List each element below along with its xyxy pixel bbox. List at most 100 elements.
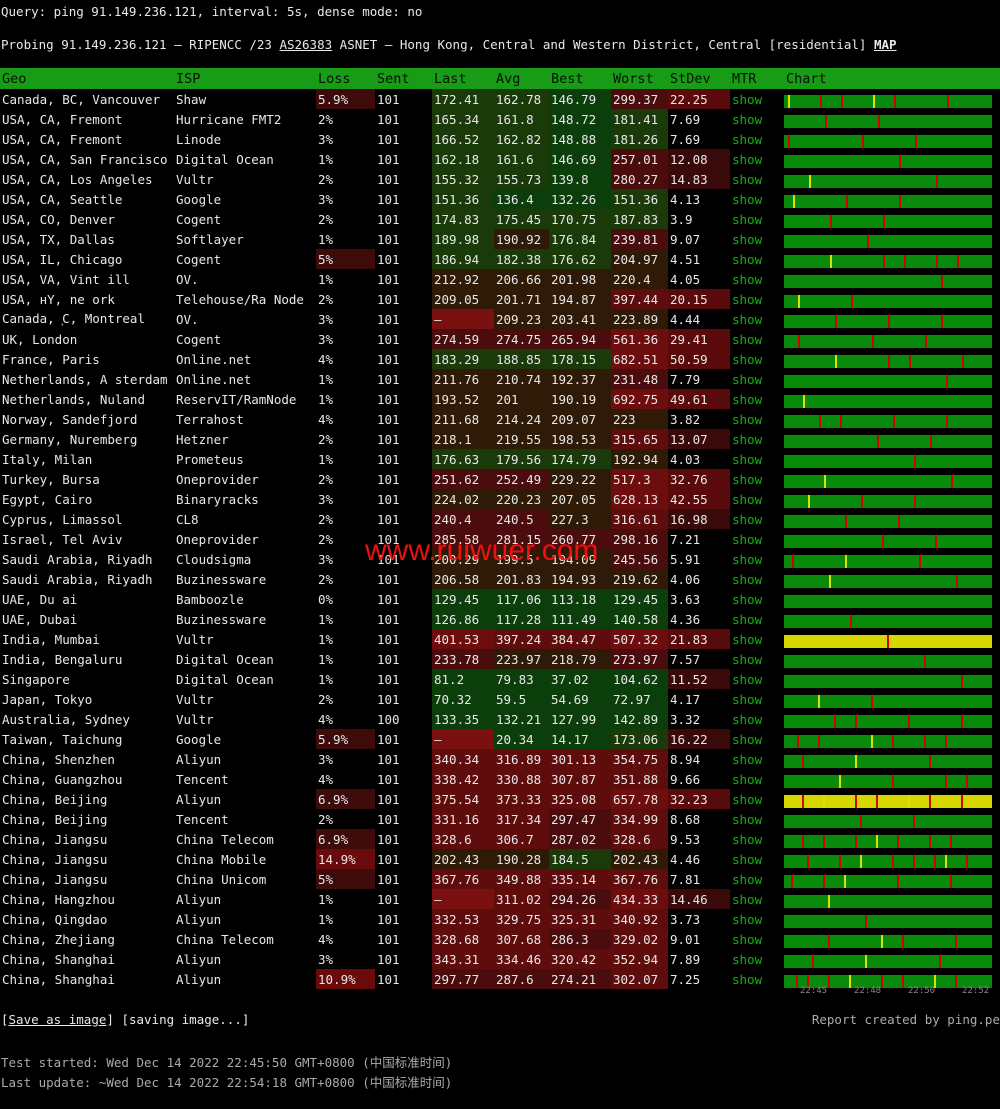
time-label: 22:45 — [800, 986, 828, 996]
cell-geo: UAE, Du ai — [2, 591, 78, 607]
mtr-show-link[interactable]: show — [732, 511, 763, 527]
cell-geo: China, Jiangsu — [2, 871, 108, 887]
cell-worst: 181.41 — [611, 109, 668, 129]
mtr-show-link[interactable]: show — [732, 831, 763, 847]
col-loss[interactable]: Loss — [316, 68, 375, 89]
loss-spike — [818, 694, 820, 708]
cell-best: 132.26 — [549, 189, 611, 209]
cell-stdev: 29.41 — [668, 329, 730, 349]
mtr-show-link[interactable]: show — [732, 591, 763, 607]
loss-spike — [830, 254, 832, 268]
mtr-show-link[interactable]: show — [732, 491, 763, 507]
mtr-show-link[interactable]: show — [732, 731, 763, 747]
mtr-show-link[interactable]: show — [732, 791, 763, 807]
chart-cell — [784, 89, 1000, 109]
col-stdev[interactable]: StDev — [668, 68, 730, 89]
asn-link[interactable]: AS26383 — [279, 37, 333, 52]
mtr-show-link[interactable]: show — [732, 571, 763, 587]
cell-stdev: 7.81 — [670, 871, 701, 887]
cell-geo: Netherlands, A sterdam — [2, 371, 168, 387]
col-mtr[interactable]: MTR — [730, 68, 784, 89]
mtr-show-link[interactable]: show — [732, 771, 763, 787]
col-last[interactable]: Last — [432, 68, 494, 89]
cell-geo: Israel, Tel Aviv — [2, 531, 123, 547]
table-header: Geo ISP Loss Sent Last Avg Best Worst StDev MTR Ch… — [0, 68, 1000, 89]
cell-stdev: 32.76 — [668, 469, 730, 489]
col-avg[interactable]: Avg — [494, 68, 549, 89]
mtr-show-link[interactable]: show — [732, 191, 763, 207]
loss-spike — [908, 714, 910, 728]
mtr-show-link[interactable]: show — [732, 371, 763, 387]
mtr-show-link[interactable]: show — [732, 451, 763, 467]
cell-avg: 162.82 — [494, 129, 549, 149]
mtr-show-link[interactable]: show — [732, 871, 763, 887]
table-row: Turkey, Bursa Oneprovider 2% 101 251.62 252.4… — [0, 469, 1000, 489]
mtr-show-link[interactable]: show — [732, 471, 763, 487]
cell-stdev: 9.66 — [670, 771, 701, 787]
loss-spike — [925, 334, 927, 348]
loss-spike — [840, 414, 842, 428]
cell-avg: 373.33 — [494, 789, 549, 809]
table-row: Germany, Nuremberg Hetzner 2% 101 218.1 219.5… — [0, 429, 1000, 449]
mtr-show-link[interactable]: show — [732, 211, 763, 227]
mtr-show-link[interactable]: show — [732, 231, 763, 247]
cell-sent: 101 — [377, 871, 400, 887]
mtr-show-link[interactable]: show — [732, 311, 763, 327]
latency-bar — [784, 414, 992, 428]
chart-cell — [784, 509, 1000, 529]
mtr-show-link[interactable]: show — [732, 91, 763, 107]
loss-spike — [796, 974, 798, 988]
mtr-show-link[interactable]: show — [732, 751, 763, 767]
mtr-show-link[interactable]: show — [732, 171, 763, 187]
mtr-show-link[interactable]: show — [732, 251, 763, 267]
latency-bar — [784, 614, 992, 628]
mtr-show-link[interactable]: show — [732, 951, 763, 967]
mtr-show-link[interactable]: show — [732, 611, 763, 627]
cell-loss: 2% — [318, 571, 334, 587]
mtr-show-link[interactable]: show — [732, 851, 763, 867]
mtr-show-link[interactable]: show — [732, 971, 763, 987]
mtr-show-link[interactable]: show — [732, 151, 763, 167]
map-link[interactable]: MAP — [874, 37, 897, 52]
cell-geo: China, Shanghai — [2, 951, 115, 967]
col-worst[interactable]: Worst — [611, 68, 668, 89]
col-isp[interactable]: ISP — [174, 68, 316, 89]
mtr-show-link[interactable]: show — [732, 271, 763, 287]
mtr-show-link[interactable]: show — [732, 111, 763, 127]
mtr-show-link[interactable]: show — [732, 431, 763, 447]
mtr-show-link[interactable]: show — [732, 691, 763, 707]
mtr-show-link[interactable]: show — [732, 331, 763, 347]
cell-sent: 101 — [377, 131, 400, 147]
mtr-show-link[interactable]: show — [732, 931, 763, 947]
mtr-show-link[interactable]: show — [732, 391, 763, 407]
chart-cell — [784, 449, 1000, 469]
mtr-show-link[interactable]: show — [732, 891, 763, 907]
mtr-show-link[interactable]: show — [732, 811, 763, 827]
loss-spike — [839, 774, 841, 788]
cell-last: 202.43 — [432, 849, 494, 869]
mtr-show-link[interactable]: show — [732, 631, 763, 647]
mtr-show-link[interactable]: show — [732, 651, 763, 667]
chart-cell — [784, 409, 1000, 429]
cell-stdev: 9.01 — [670, 931, 701, 947]
mtr-show-link[interactable]: show — [732, 291, 763, 307]
mtr-show-link[interactable]: show — [732, 671, 763, 687]
time-label: 22:48 — [854, 986, 882, 996]
save-as-image-button[interactable]: Save as image — [8, 1012, 107, 1027]
col-sent[interactable]: Sent — [375, 68, 432, 89]
chart-cell — [784, 329, 1000, 349]
loss-spike — [828, 934, 830, 948]
mtr-show-link[interactable]: show — [732, 531, 763, 547]
mtr-show-link[interactable]: show — [732, 711, 763, 727]
mtr-show-link[interactable]: show — [732, 911, 763, 927]
col-geo[interactable]: Geo — [0, 68, 174, 89]
mtr-show-link[interactable]: show — [732, 131, 763, 147]
loss-spike — [887, 634, 889, 648]
col-chart[interactable]: Chart — [784, 68, 1000, 89]
col-best[interactable]: Best — [549, 68, 611, 89]
latency-bar — [784, 114, 992, 128]
mtr-show-link[interactable]: show — [732, 551, 763, 567]
mtr-show-link[interactable]: show — [732, 411, 763, 427]
mtr-show-link[interactable]: show — [732, 351, 763, 367]
cell-worst: 273.97 — [611, 649, 668, 669]
